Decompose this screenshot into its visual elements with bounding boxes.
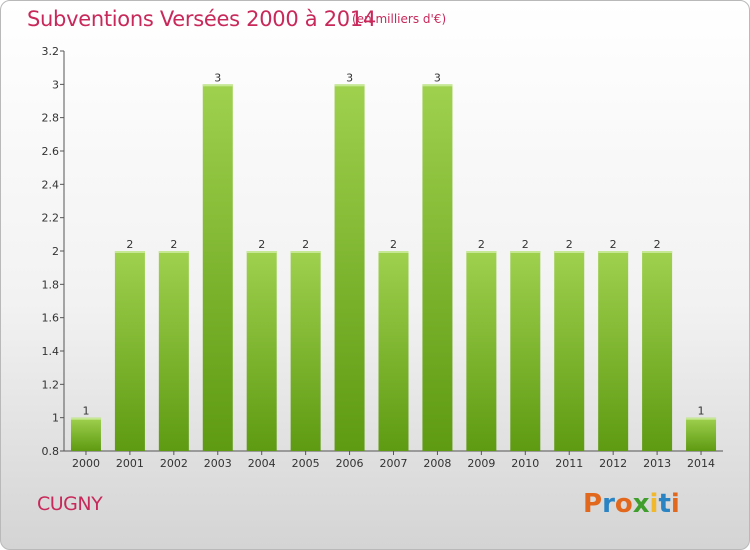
- bar-2004: [246, 251, 277, 451]
- x-tick-label: 2007: [380, 457, 408, 470]
- logo-letter: i: [670, 489, 680, 519]
- bar-2013: [642, 251, 673, 451]
- data-label: 2: [390, 238, 397, 251]
- data-label: 2: [610, 238, 617, 251]
- bar-2011: [554, 251, 585, 451]
- bar-highlight: [290, 251, 321, 253]
- bar-2008: [422, 84, 453, 451]
- y-tick-label: 1.2: [42, 378, 60, 391]
- data-label: 2: [566, 238, 573, 251]
- logo-letter: P: [583, 489, 603, 519]
- logo-letter: o: [614, 489, 633, 519]
- data-label: 2: [258, 238, 265, 251]
- x-tick-label: 2013: [643, 457, 671, 470]
- x-tick-label: 2010: [511, 457, 539, 470]
- bar-highlight: [158, 251, 189, 253]
- x-tick-label: 2006: [336, 457, 364, 470]
- bar-2000: [70, 417, 101, 451]
- x-tick-label: 2000: [72, 457, 100, 470]
- data-label: 3: [346, 71, 353, 84]
- bar-highlight: [422, 84, 453, 87]
- logo-letter: r: [602, 489, 615, 519]
- bar-highlight: [334, 84, 365, 87]
- bar-2012: [598, 251, 629, 451]
- chart-subtitle: (en milliers d'€): [352, 12, 447, 26]
- y-tick-label: 2.4: [42, 178, 60, 191]
- x-tick-label: 2012: [599, 457, 627, 470]
- bar-highlight: [466, 251, 497, 253]
- proxiti-logo: Proxiti: [583, 489, 680, 519]
- data-label: 1: [698, 405, 705, 418]
- x-tick-label: 2002: [160, 457, 188, 470]
- bar-highlight: [554, 251, 585, 253]
- bar-2003: [202, 84, 233, 451]
- bar-highlight: [246, 251, 277, 253]
- bar-highlight: [642, 251, 673, 253]
- bar-highlight: [70, 417, 101, 420]
- x-tick-label: 2008: [423, 457, 451, 470]
- bar-highlight: [598, 251, 629, 253]
- data-label: 2: [126, 238, 133, 251]
- bar-highlight: [202, 84, 233, 87]
- y-tick-label: 2.2: [42, 212, 60, 225]
- bar-2007: [378, 251, 409, 451]
- chart-title: Subventions Versées 2000 à 2014: [27, 7, 376, 31]
- x-tick-label: 2009: [467, 457, 495, 470]
- commune-name: CUGNY: [37, 493, 103, 515]
- data-label: 2: [522, 238, 529, 251]
- bar-2006: [334, 84, 365, 451]
- x-tick-label: 2011: [555, 457, 583, 470]
- y-tick-label: 3: [52, 78, 59, 91]
- data-label: 3: [434, 71, 441, 84]
- y-tick-label: 1.6: [42, 312, 60, 325]
- x-tick-label: 2014: [687, 457, 715, 470]
- x-tick-label: 2005: [292, 457, 320, 470]
- y-tick-label: 1.8: [42, 278, 60, 291]
- bar-highlight: [686, 417, 717, 420]
- logo-letter: x: [632, 489, 650, 519]
- bar-highlight: [114, 251, 145, 253]
- data-label: 2: [302, 238, 309, 251]
- data-label: 1: [82, 405, 89, 418]
- y-tick-label: 1: [52, 412, 59, 425]
- y-tick-label: 3.2: [42, 45, 60, 58]
- x-tick-label: 2004: [248, 457, 276, 470]
- y-tick-label: 2.6: [42, 145, 60, 158]
- bar-2001: [114, 251, 145, 451]
- data-label: 2: [478, 238, 485, 251]
- x-tick-label: 2003: [204, 457, 232, 470]
- bar-highlight: [378, 251, 409, 253]
- bar-2009: [466, 251, 497, 451]
- y-tick-label: 2.8: [42, 112, 60, 125]
- bar-2010: [510, 251, 541, 451]
- data-label: 3: [214, 71, 221, 84]
- y-tick-label: 2: [52, 245, 59, 258]
- bar-2014: [686, 417, 717, 451]
- logo-letter: i: [649, 489, 659, 519]
- y-tick-label: 1.4: [42, 345, 60, 358]
- bar-2002: [158, 251, 189, 451]
- bar-highlight: [510, 251, 541, 253]
- data-label: 2: [170, 238, 177, 251]
- data-label: 2: [654, 238, 661, 251]
- bar-2005: [290, 251, 321, 451]
- x-tick-label: 2001: [116, 457, 144, 470]
- y-tick-label: 0.8: [42, 445, 60, 458]
- logo-letter: t: [658, 489, 671, 519]
